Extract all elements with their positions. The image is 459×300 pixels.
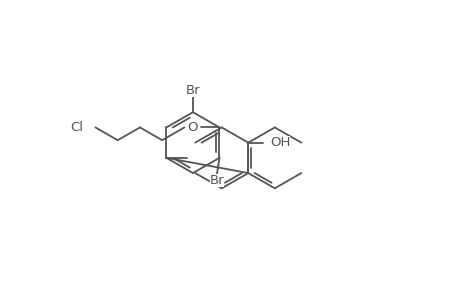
- Text: O: O: [187, 121, 198, 134]
- Text: Br: Br: [209, 174, 224, 188]
- Text: Cl: Cl: [70, 121, 83, 134]
- Text: OH: OH: [269, 136, 290, 149]
- Text: Br: Br: [185, 84, 200, 97]
